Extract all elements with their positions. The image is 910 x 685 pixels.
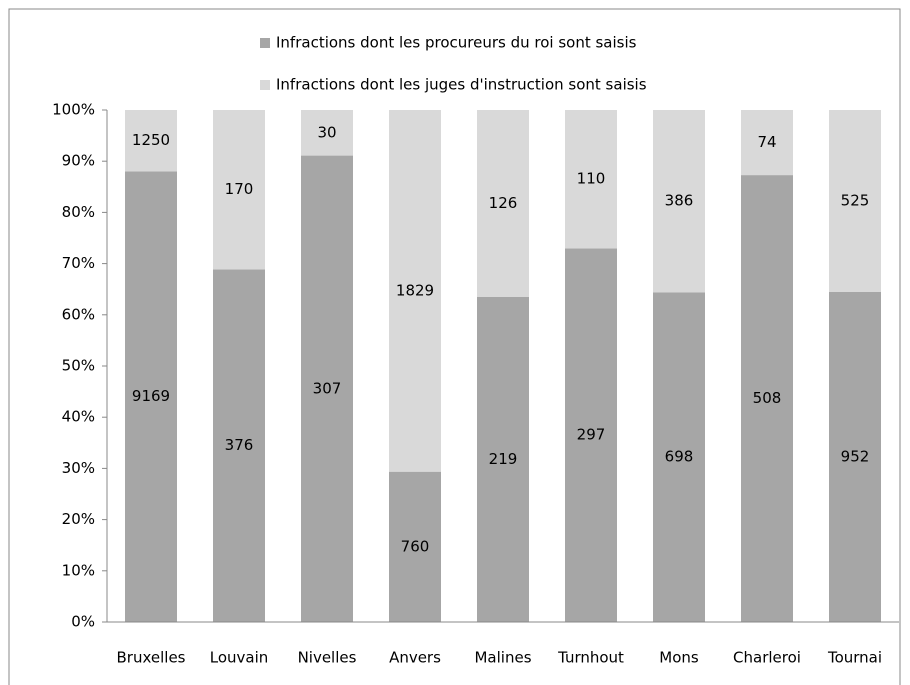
- chart-border: [8, 8, 901, 685]
- bar-segment: [477, 296, 529, 622]
- data-label: 30: [317, 123, 336, 141]
- data-label: 126: [489, 194, 518, 212]
- x-tick-label: Tournai: [827, 649, 882, 667]
- data-label: 74: [757, 133, 776, 151]
- y-tick-label: 20%: [62, 510, 95, 528]
- bar-segment: [213, 110, 265, 270]
- bar-segment: [389, 110, 441, 472]
- data-label: 110: [577, 170, 606, 188]
- y-tick-label: 30%: [62, 459, 95, 477]
- x-tick-label: Louvain: [210, 649, 269, 667]
- bar-segment: [653, 292, 705, 622]
- y-tick-label: 60%: [62, 305, 95, 323]
- bar-segment: [565, 248, 617, 623]
- bar-segment: [213, 269, 265, 622]
- y-tick-label: 70%: [62, 254, 95, 272]
- data-label: 386: [665, 192, 694, 210]
- bar-segment: [301, 155, 353, 623]
- bar-segment: [741, 175, 793, 622]
- data-label: 307: [313, 379, 342, 397]
- bar-segment: [741, 110, 793, 176]
- x-tick-label: Malines: [474, 649, 531, 667]
- y-tick-label: 10%: [62, 561, 95, 579]
- y-tick-label: 100%: [52, 101, 95, 119]
- y-tick-label: 80%: [62, 203, 95, 221]
- x-tick-label: Bruxelles: [117, 649, 186, 667]
- y-tick-label: 50%: [62, 357, 95, 375]
- x-tick-label: Mons: [659, 649, 699, 667]
- data-label: 9169: [132, 387, 170, 405]
- x-tick-label: Charleroi: [733, 649, 801, 667]
- legend-swatch: [260, 80, 270, 90]
- data-label: 525: [841, 191, 870, 209]
- x-tick-label: Turnhout: [557, 649, 624, 667]
- bar-segment: [301, 110, 353, 156]
- bar-segment: [565, 110, 617, 249]
- x-tick-label: Nivelles: [298, 649, 357, 667]
- bar-segment: [389, 471, 441, 622]
- data-label: 760: [401, 537, 430, 555]
- data-label: 376: [225, 436, 254, 454]
- bar-segment: [477, 110, 529, 297]
- legend-swatch: [260, 38, 270, 48]
- y-tick-label: 40%: [62, 408, 95, 426]
- bar-segment: [829, 110, 881, 292]
- legend-label: Infractions dont les juges d'instruction…: [276, 76, 647, 94]
- bar-segment: [125, 110, 177, 172]
- bar-segment: [829, 291, 881, 622]
- data-label: 170: [225, 180, 254, 198]
- y-tick-label: 0%: [71, 613, 95, 631]
- data-label: 219: [489, 450, 518, 468]
- x-tick-label: Anvers: [389, 649, 441, 667]
- data-label: 1829: [396, 281, 434, 299]
- legend-label: Infractions dont les procureurs du roi s…: [276, 34, 637, 52]
- y-tick-label: 90%: [62, 152, 95, 170]
- data-label: 1250: [132, 131, 170, 149]
- bar-segment: [125, 171, 177, 622]
- bar-segment: [653, 110, 705, 293]
- data-label: 952: [841, 447, 870, 465]
- data-label: 698: [665, 448, 694, 466]
- data-label: 508: [753, 389, 782, 407]
- data-label: 297: [577, 426, 606, 444]
